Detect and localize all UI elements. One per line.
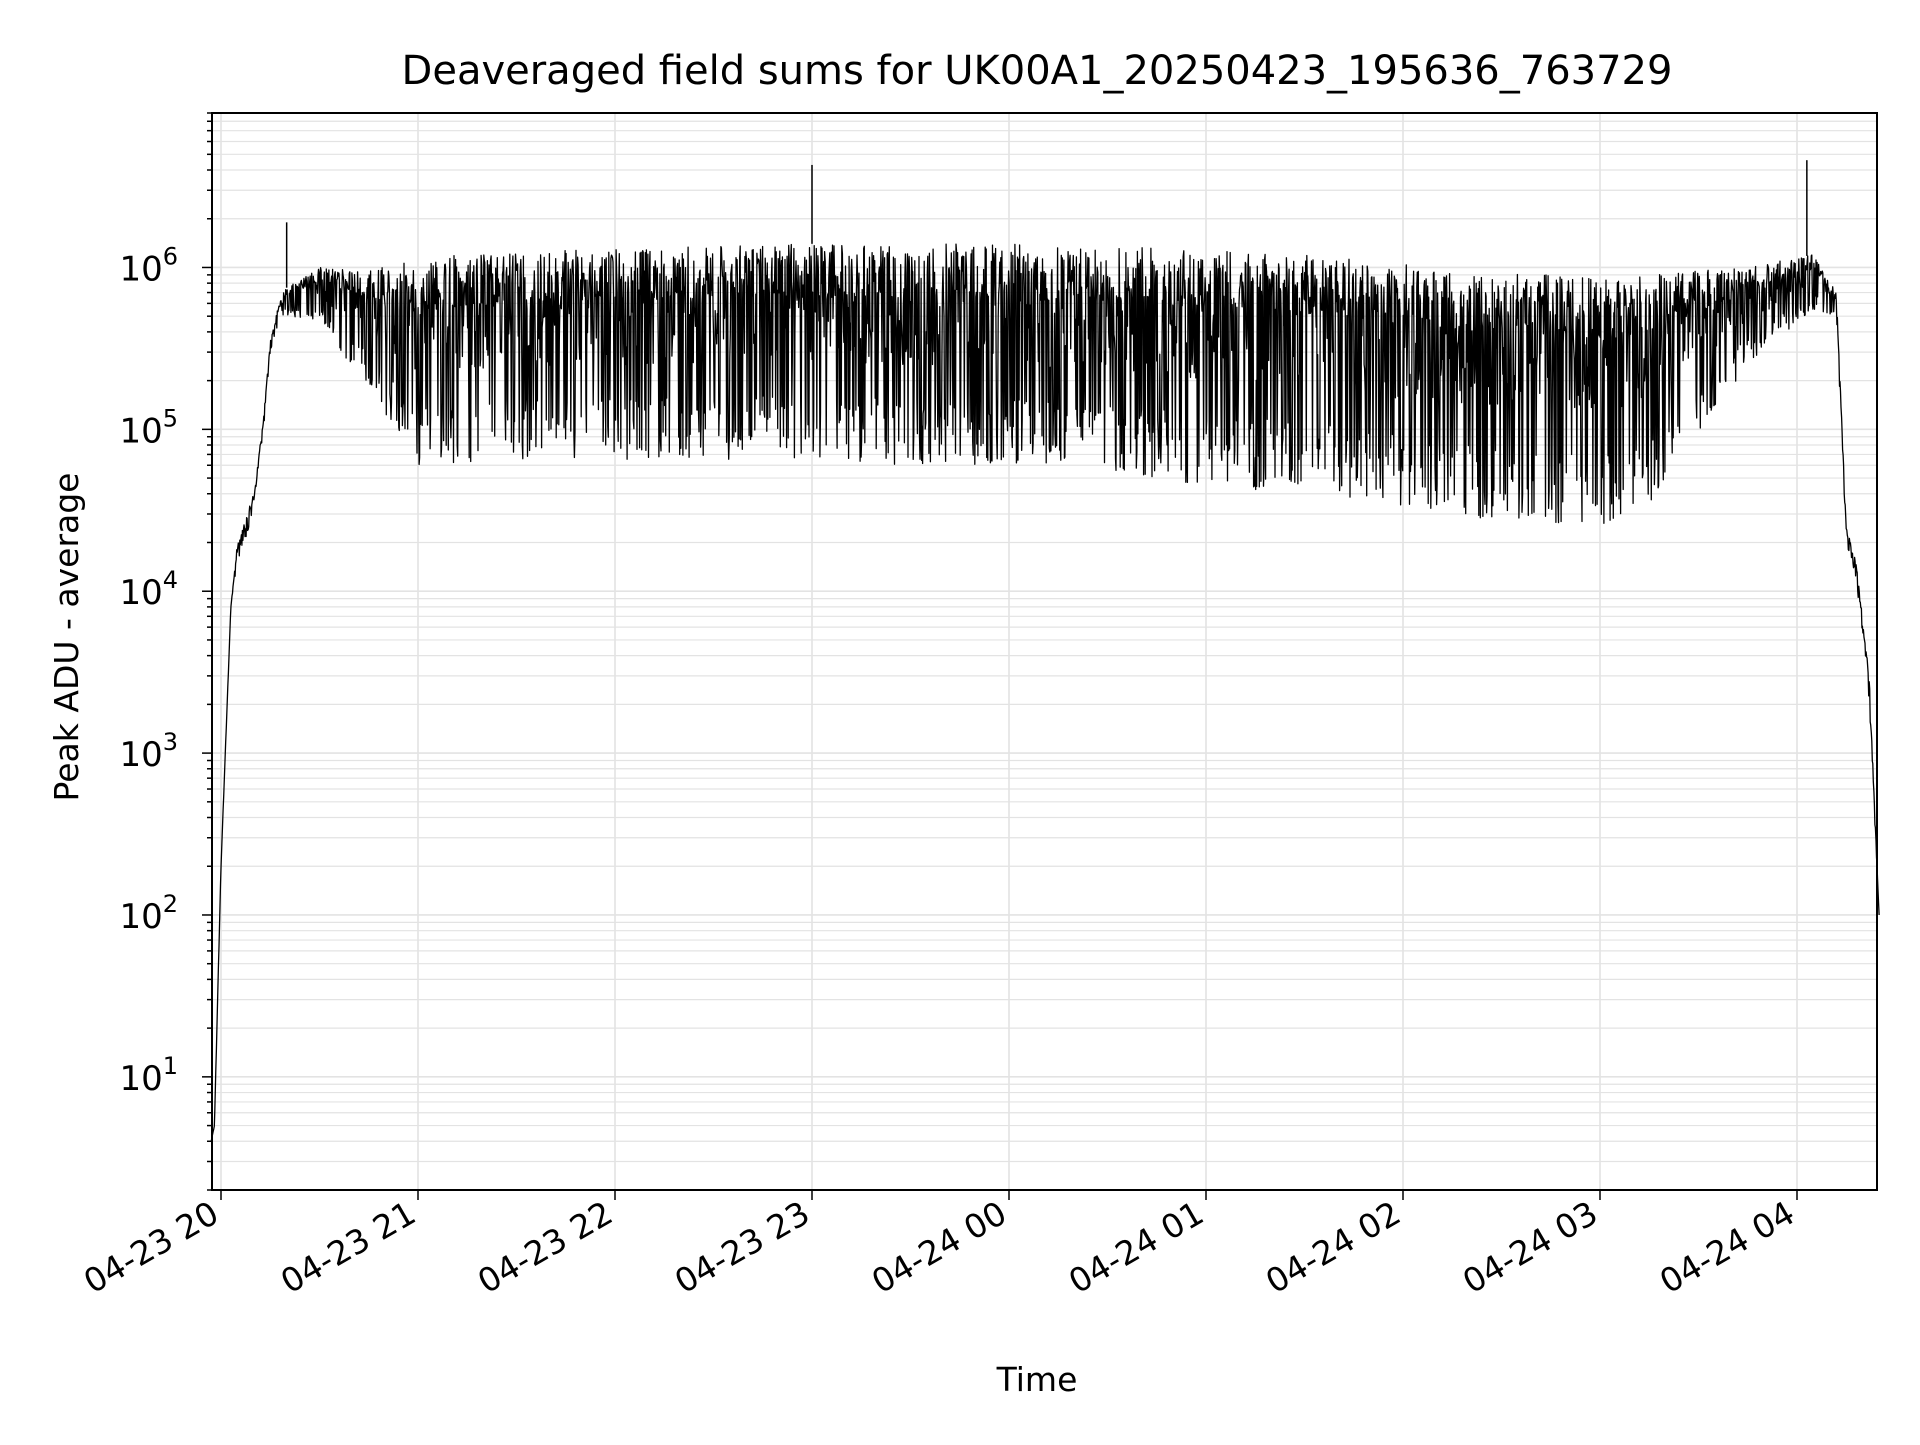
- y-tick-label: 102: [119, 890, 178, 937]
- x-axis-label: Time: [996, 1360, 1078, 1399]
- y-tick-label: 105: [119, 404, 178, 451]
- y-tick-label: 103: [119, 728, 178, 775]
- chart-title: Deaveraged field sums for UK00A1_2025042…: [402, 48, 1673, 94]
- data-series-line: [210, 243, 1880, 1142]
- y-axis-label: Peak ADU - average: [47, 473, 86, 802]
- plot-frame: [211, 112, 1878, 1191]
- y-tick-label: 101: [119, 1052, 178, 1099]
- y-tick-label: 104: [119, 566, 178, 613]
- data-layer: [210, 160, 1880, 1142]
- grid-layer: [212, 112, 1877, 1191]
- y-tick-label: 106: [119, 242, 178, 289]
